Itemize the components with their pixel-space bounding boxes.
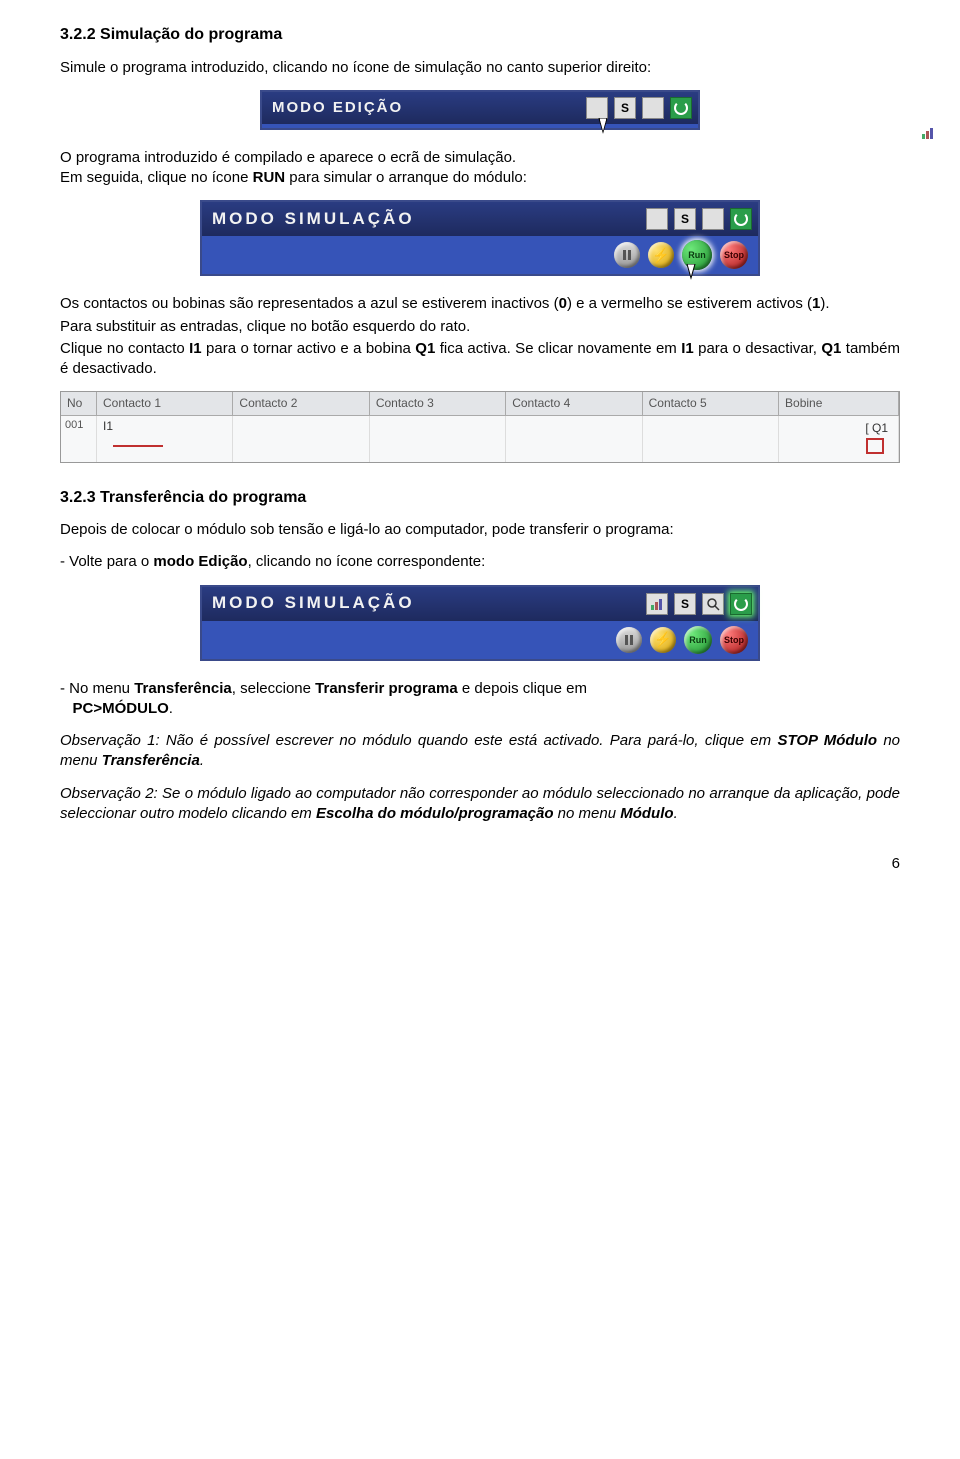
col-header-c3: Contacto 3 <box>370 392 506 414</box>
wire-icon <box>113 445 163 447</box>
toolbar-modo-simulacao-run: MODO SIMULAÇÃO S Run Stop <box>200 200 760 276</box>
text: - Volte para o <box>60 553 153 570</box>
text-bold: Transferência <box>134 680 232 697</box>
col-header-c2: Contacto 2 <box>233 392 369 414</box>
p-322-3: Os contactos ou bobinas são representado… <box>60 294 900 314</box>
text-bold: PC>MÓDULO <box>73 700 169 717</box>
contact-i1-label: I1 <box>103 418 113 434</box>
text: . <box>200 752 204 769</box>
text: Os contactos ou bobinas são representado… <box>60 295 559 312</box>
text-bold-italic: Transferência <box>102 752 200 769</box>
run-button-grey[interactable]: Run <box>684 626 712 654</box>
text-bold-italic: Escolha do módulo/programação <box>316 805 554 822</box>
text-bold: Transferir programa <box>315 680 458 697</box>
text: - No menu <box>60 680 134 697</box>
text: Em seguida, clique no ícone <box>60 169 253 186</box>
text: fica activa. Se clicar novamente em <box>435 340 681 357</box>
magnifier-icon[interactable] <box>702 593 724 615</box>
p-323-2: - Volte para o modo Edição, clicando no … <box>60 552 900 572</box>
text: O programa introduzido é compilado e apa… <box>60 149 516 166</box>
text-bold-italic: Módulo <box>620 805 673 822</box>
text: , seleccione <box>232 680 315 697</box>
heading-322: 3.2.2 Simulação do programa <box>60 24 900 46</box>
text: para o desactivar, <box>694 340 822 357</box>
pause-button[interactable] <box>616 627 642 653</box>
arrow-pointer-icon <box>682 264 704 290</box>
p-322-3b: Para substituir as entradas, clique no b… <box>60 317 900 337</box>
text-bold: I1 <box>681 340 694 357</box>
p-322-1: Simule o programa introduzido, clicando … <box>60 58 900 78</box>
text: , clicando no ícone correspondente: <box>248 553 486 570</box>
obs2: Observação 2: Se o módulo ligado ao comp… <box>60 784 900 825</box>
p-323-1: Depois de colocar o módulo sob tensão e … <box>60 520 900 540</box>
text-bold: Q1 <box>415 340 435 357</box>
chart-icon[interactable] <box>586 97 608 119</box>
text-bold: RUN <box>253 169 286 186</box>
coil-box-icon <box>866 438 884 454</box>
modo-simulacao-title-2: MODO SIMULAÇÃO <box>212 592 646 615</box>
toolbar-modo-simulacao-edit: MODO SIMULAÇÃO S Run Stop <box>200 585 760 661</box>
magnifier-icon[interactable] <box>642 97 664 119</box>
p-322-2: O programa introduzido é compilado e apa… <box>60 148 900 189</box>
text: e depois clique em <box>458 680 587 697</box>
chart-icon[interactable] <box>646 208 668 230</box>
text: Observação 1: Não é possível escrever no… <box>60 732 777 749</box>
modo-edicao-title: MODO EDIÇÃO <box>272 98 586 118</box>
s-button[interactable]: S <box>674 208 696 230</box>
arrow-pointer-icon <box>594 118 616 144</box>
pause-button[interactable] <box>614 242 640 268</box>
text-bold-italic: STOP Módulo <box>777 732 877 749</box>
text: Clique no contacto <box>60 340 189 357</box>
page-number: 6 <box>60 854 900 874</box>
text: no menu <box>554 805 621 822</box>
text-bold: I1 <box>189 340 202 357</box>
s-button[interactable]: S <box>674 593 696 615</box>
s-button[interactable]: S <box>614 97 636 119</box>
text-bold: modo Edição <box>153 553 247 570</box>
text: ). <box>820 295 829 312</box>
bolt-button[interactable] <box>650 627 676 653</box>
toolbar-modo-edicao: MODO EDIÇÃO S <box>260 90 700 130</box>
magnifier-icon[interactable] <box>702 208 724 230</box>
obs1: Observação 1: Não é possível escrever no… <box>60 731 900 772</box>
text: para simular o arranque do módulo: <box>285 169 527 186</box>
text-bold: 0 <box>559 295 567 312</box>
text: para o tornar activo e a bobina <box>202 340 416 357</box>
row-number: 001 <box>65 418 83 433</box>
cycle-icon[interactable] <box>670 97 692 119</box>
heading-323: 3.2.3 Transferência do programa <box>60 487 900 509</box>
stop-button[interactable]: Stop <box>720 626 748 654</box>
text: . <box>169 700 173 717</box>
col-header-c5: Contacto 5 <box>643 392 779 414</box>
cycle-icon[interactable] <box>730 208 752 230</box>
stop-button[interactable]: Stop <box>720 241 748 269</box>
modo-simulacao-title: MODO SIMULAÇÃO <box>212 208 646 231</box>
col-header-bobine: Bobine <box>779 392 899 414</box>
ladder-table: No Contacto 1 Contacto 2 Contacto 3 Cont… <box>60 391 900 462</box>
text: . <box>674 805 678 822</box>
text-bold: Q1 <box>821 340 841 357</box>
col-header-c4: Contacto 4 <box>506 392 642 414</box>
text: ) e a vermelho se estiverem activos ( <box>567 295 812 312</box>
coil-q1-label: [ Q1 <box>865 420 888 436</box>
p-322-3c: Clique no contacto I1 para o tornar acti… <box>60 339 900 380</box>
p-323-3: - No menu Transferência, seleccione Tran… <box>60 679 900 720</box>
cycle-icon[interactable] <box>730 593 752 615</box>
chart-icon[interactable] <box>646 593 668 615</box>
bolt-button[interactable] <box>648 242 674 268</box>
col-header-no: No <box>61 392 97 414</box>
col-header-c1: Contacto 1 <box>97 392 233 414</box>
